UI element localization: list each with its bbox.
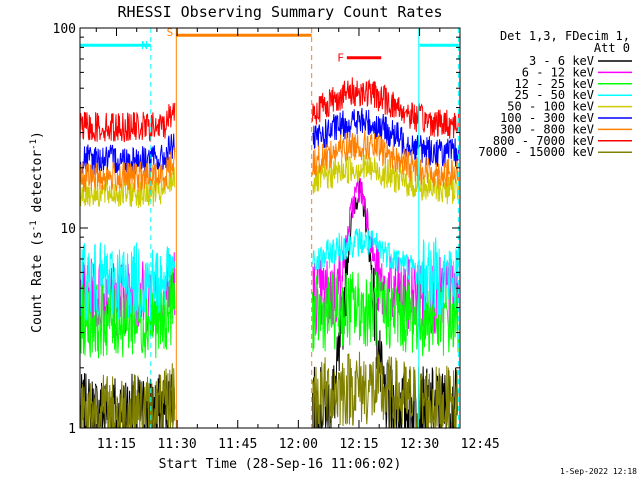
series-line-4-before — [79, 167, 176, 209]
chart-title: RHESSI Observing Summary Count Rates — [117, 3, 442, 21]
legend-label-2: 12 - 25 keV — [515, 77, 594, 91]
x-tick-label: 12:00 — [279, 437, 318, 452]
series-line-2-before — [79, 267, 176, 359]
series-line-8-before — [80, 363, 176, 429]
y-tick-label: 100 — [53, 22, 76, 37]
flag-label-0: N — [141, 39, 148, 52]
legend-label-4: 50 - 100 keV — [507, 100, 594, 114]
series-line-2-after — [312, 271, 459, 357]
series-line-5-after — [312, 107, 459, 168]
legend-label-3: 25 - 50 keV — [515, 88, 594, 102]
date-stamp: 1-Sep-2022 12:18 — [560, 467, 637, 476]
series-line-8-after — [312, 351, 459, 430]
flag-layer: N S F — [80, 26, 459, 428]
x-tick-label: 12:15 — [339, 437, 378, 452]
legend-label-0: 3 - 6 keV — [529, 54, 594, 68]
legend-header-line-1: Det 1,3, FDecim 1, — [500, 29, 630, 43]
series-line-6-after — [312, 130, 459, 188]
flag-label-1: S — [167, 26, 174, 39]
x-tick-label: 11:45 — [218, 437, 257, 452]
axis-layer: 11:15 11:30 11:45 12:00 12:15 12:30 12:45 1 10 10… — [53, 22, 500, 452]
x-tick-label: 12:30 — [400, 437, 439, 452]
series-line-0-before — [79, 373, 176, 429]
x-tick-label: 11:30 — [158, 437, 197, 452]
y-axis-label: Count Rate (s-1 detector-1) — [29, 131, 45, 333]
legend-label-8: 7000 - 15000 keV — [478, 145, 594, 159]
y-axis-label-main: Count Rate (s — [30, 231, 45, 333]
x-tick-label: 12:45 — [461, 437, 500, 452]
y-axis-label-mid: detector — [30, 150, 45, 221]
y-axis-label-end: ) — [30, 131, 45, 139]
x-axis-label: Start Time (28-Sep-16 11:06:02) — [159, 457, 402, 472]
y-axis-label-sup2: -1 — [29, 139, 39, 150]
legend-label-6: 300 - 800 keV — [500, 122, 594, 136]
x-tick-label: 11:15 — [97, 437, 136, 452]
y-tick-label: 10 — [60, 222, 76, 237]
data-layer — [79, 77, 459, 430]
legend-label-5: 100 - 300 keV — [500, 111, 594, 125]
y-tick-label: 1 — [68, 422, 76, 437]
legend-label-7: 800 - 7000 keV — [493, 134, 594, 148]
series-line-6-before — [79, 147, 176, 193]
series-line-7-before — [79, 102, 176, 143]
series-line-3-before — [79, 242, 176, 321]
series-line-7-after — [312, 77, 459, 139]
legend-label-1: 6 - 12 keV — [522, 65, 594, 79]
y-axis-label-sup1: -1 — [29, 220, 39, 231]
series-line-3-after — [312, 228, 459, 315]
flag-label-2: F — [337, 52, 344, 65]
legend-header-line-2: Att 0 — [594, 41, 630, 55]
